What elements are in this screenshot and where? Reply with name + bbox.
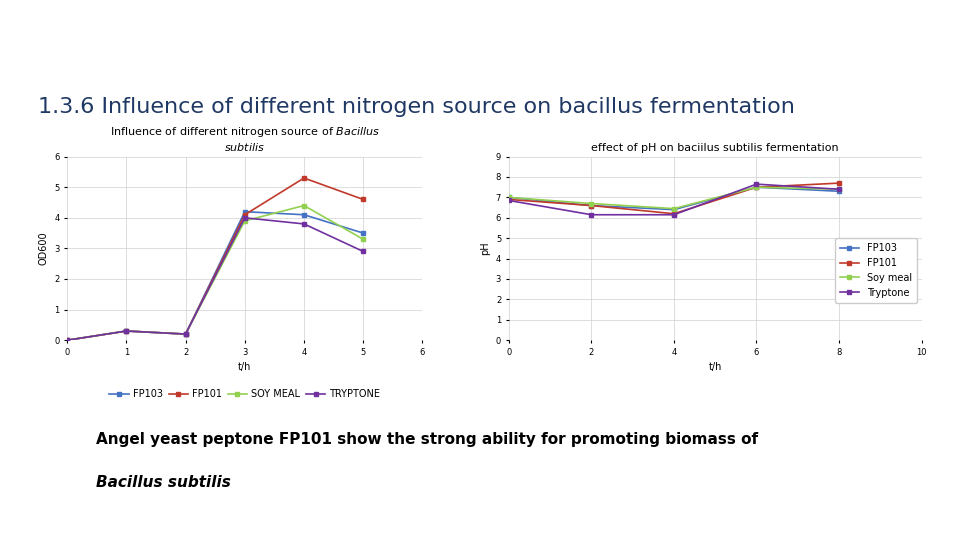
Legend: FP103, FP101, SOY MEAL, TRYPTONE: FP103, FP101, SOY MEAL, TRYPTONE — [106, 386, 384, 403]
X-axis label: t/h: t/h — [238, 362, 252, 373]
Y-axis label: OD600: OD600 — [38, 232, 49, 265]
Text: Angel yeast peptone FP101 show the strong ability for promoting biomass of: Angel yeast peptone FP101 show the stron… — [96, 432, 758, 447]
Legend: FP103, FP101, Soy meal, Tryptone: FP103, FP101, Soy meal, Tryptone — [834, 238, 917, 302]
Title: Influence of different nitrogen source of $\it{Bacillus}$
$\it{subtilis}$: Influence of different nitrogen source o… — [109, 125, 380, 153]
Text: Bacillus subtilis: Bacillus subtilis — [96, 475, 230, 490]
Text: 1.3.6 Influence of different nitrogen source on bacillus fermentation: 1.3.6 Influence of different nitrogen so… — [38, 97, 795, 117]
X-axis label: t/h: t/h — [708, 362, 722, 373]
Y-axis label: pH: pH — [480, 241, 491, 255]
Title: effect of pH on baciilus subtilis fermentation: effect of pH on baciilus subtilis fermen… — [591, 143, 839, 153]
